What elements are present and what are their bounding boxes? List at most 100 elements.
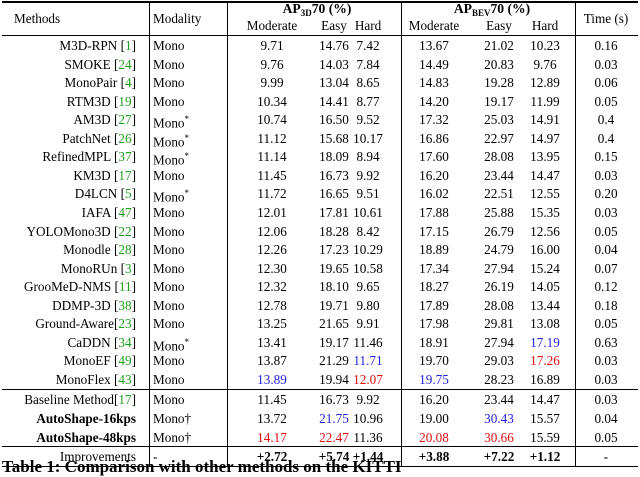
method-label: MonoEF	[63, 353, 111, 369]
citation-link[interactable]: 23	[118, 316, 132, 332]
value-cell: 14.17	[257, 429, 287, 445]
value-cell: 16.89	[530, 371, 560, 387]
citation-link[interactable]: 19	[118, 93, 132, 109]
value-cell: 0.03	[594, 392, 618, 408]
modality-cell: Mono	[153, 392, 185, 408]
citation-link[interactable]: 1	[125, 38, 132, 53]
method-label: DDMP-3D	[52, 297, 111, 313]
value-cell: 23.44	[484, 167, 514, 183]
value-cell: 14.91	[530, 112, 560, 128]
method-name: AutoShape-48kps	[2, 428, 136, 447]
citation-link[interactable]: 11	[118, 279, 132, 295]
value-cell: 19.75	[419, 371, 449, 387]
citation-link[interactable]: 24	[118, 56, 132, 72]
citation-link[interactable]: 28	[118, 242, 132, 258]
value-cell: 23.44	[484, 392, 514, 408]
value-cell: +1.12	[529, 449, 561, 465]
table-row: MonoEF [49] Mono 13.87 21.29 11.71 19.70 29.03…	[2, 351, 638, 370]
value-cell: 12.01	[257, 204, 287, 220]
table-row: IAFA [47] Mono 12.01 17.81 10.61 17.88 25.88 15…	[2, 203, 638, 222]
citation-link[interactable]: 49	[118, 353, 132, 369]
header-subcol: Hard	[531, 18, 559, 33]
value-cell: 7.42	[356, 38, 380, 53]
value-cell: 26.19	[484, 279, 514, 295]
value-cell: 17.89	[419, 297, 449, 313]
citation-link[interactable]: 27	[118, 112, 132, 128]
citation-link[interactable]: 43	[118, 371, 132, 387]
value-cell: 0.05	[594, 429, 618, 445]
value-cell: 0.05	[594, 316, 618, 332]
value-cell: 16.20	[419, 167, 449, 183]
method-label: M3D-RPN	[59, 38, 118, 53]
method-label: Improvements	[59, 449, 136, 465]
table-rule	[2, 1, 638, 3]
modality-cell: Mono†	[153, 411, 192, 426]
value-cell: 14.41	[319, 93, 349, 109]
method-label: YOLOMono3D	[26, 223, 111, 239]
method-label: MonoPair	[64, 75, 118, 91]
value-cell: 16.73	[319, 392, 349, 408]
value-cell: 0.03	[594, 353, 618, 369]
citation-link[interactable]: 17	[118, 392, 132, 408]
citation-link[interactable]: 26	[118, 130, 132, 146]
value-cell: 16.73	[319, 167, 349, 183]
value-cell: 29.81	[484, 316, 514, 332]
value-cell: 0.06	[594, 75, 618, 91]
citation-link[interactable]: 37	[118, 149, 132, 165]
value-cell: 27.94	[484, 334, 514, 350]
value-cell: 9.80	[356, 297, 380, 313]
value-cell: 9.76	[533, 56, 557, 72]
value-cell: 30.66	[484, 429, 514, 445]
modality-cell: Mono	[153, 297, 185, 313]
citation-link[interactable]: 47	[118, 204, 132, 220]
citation-link[interactable]: 3	[125, 260, 132, 276]
value-cell: 8.65	[356, 75, 380, 91]
header-subcol: Hard	[354, 18, 382, 33]
method-name: IAFA [47]	[81, 204, 136, 220]
column-divider	[227, 1, 228, 466]
value-cell: 11.72	[257, 186, 287, 202]
method-label: AM3D	[73, 112, 111, 128]
value-cell: 16.86	[419, 130, 449, 146]
value-cell: 18.10	[319, 279, 349, 295]
value-cell: 19.17	[319, 334, 349, 350]
value-cell: 29.03	[484, 353, 514, 369]
method-name: RefinedMPL [37]	[42, 149, 136, 165]
citation-link[interactable]: 22	[118, 223, 132, 239]
method-label: KM3D	[73, 167, 111, 183]
method-label: D4LCN	[74, 186, 118, 202]
value-cell: 0.12	[594, 279, 618, 295]
value-cell: 10.23	[530, 38, 560, 53]
modality-cell: Mono*	[153, 151, 190, 168]
value-cell: 17.26	[530, 353, 560, 369]
method-label: AutoShape-16kps	[36, 411, 136, 426]
value-cell: 0.18	[594, 297, 618, 313]
table-row: Baseline Method[17] Mono 11.45 16.73 9.92 16.…	[2, 390, 638, 409]
value-cell: 28.23	[484, 371, 514, 387]
value-cell: 0.03	[594, 167, 618, 183]
value-cell: 13.08	[530, 316, 560, 332]
header-subcol: Easy	[486, 18, 512, 33]
method-label: SMOKE	[64, 56, 111, 72]
value-cell: 16.02	[419, 186, 449, 202]
citation-link[interactable]: 4	[125, 75, 132, 91]
value-cell: 14.05	[530, 279, 560, 295]
table-row: GrooMeD-NMS [11] Mono 12.32 18.10 9.65 18.27 2…	[2, 277, 638, 296]
method-name: SMOKE [24]	[64, 56, 136, 72]
value-cell: 0.63	[594, 334, 618, 350]
citation-link[interactable]: 5	[125, 186, 132, 202]
citation-link[interactable]: 34	[118, 334, 132, 350]
value-cell: 24.79	[484, 242, 514, 258]
citation-link[interactable]: 38	[118, 297, 132, 313]
value-cell: 14.20	[419, 93, 449, 109]
value-cell: 0.03	[594, 371, 618, 387]
value-cell: 15.35	[530, 204, 560, 220]
value-cell: 12.30	[257, 260, 287, 276]
method-name: M3D-RPN [1]	[59, 38, 136, 53]
citation-link[interactable]: 17	[118, 167, 132, 183]
value-cell: 20.83	[484, 56, 514, 72]
method-label: MonoRUn	[60, 260, 118, 276]
method-label: CaDDN	[67, 334, 111, 350]
value-cell: 18.27	[419, 279, 449, 295]
value-cell: 0.04	[594, 242, 618, 258]
